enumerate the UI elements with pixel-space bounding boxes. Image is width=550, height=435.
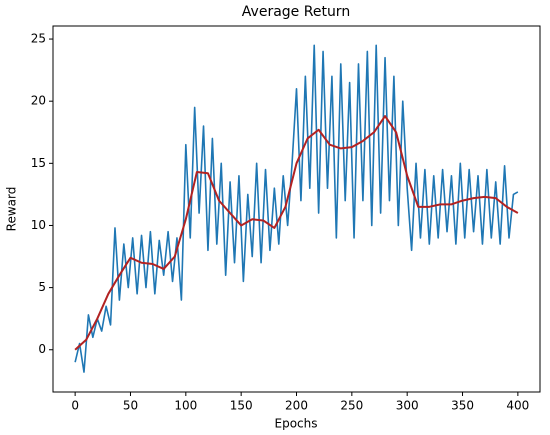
- x-axis-label: Epochs: [275, 417, 318, 431]
- x-tick-label: 350: [451, 399, 474, 413]
- y-tick-label: 25: [31, 32, 46, 46]
- y-tick-label: 5: [38, 280, 46, 294]
- line-series: [74, 115, 519, 351]
- plot-frame: [52, 25, 541, 393]
- x-tick-label: 50: [123, 399, 138, 413]
- line-series: [74, 44, 519, 373]
- y-axis-label: Reward: [5, 187, 19, 232]
- y-tick-label: 20: [31, 94, 46, 108]
- x-tick-label: 200: [285, 399, 308, 413]
- x-tick-label: 300: [396, 399, 419, 413]
- y-tick-label: 10: [31, 218, 46, 232]
- y-tick-label: 15: [31, 156, 46, 170]
- chart-title: Average Return: [242, 4, 350, 20]
- x-tick-label: 250: [340, 399, 363, 413]
- x-tick-label: 150: [230, 399, 253, 413]
- x-tick-label: 0: [71, 399, 79, 413]
- x-tick-label: 400: [506, 399, 529, 413]
- x-tick-label: 100: [174, 399, 197, 413]
- y-tick-label: 0: [38, 342, 46, 356]
